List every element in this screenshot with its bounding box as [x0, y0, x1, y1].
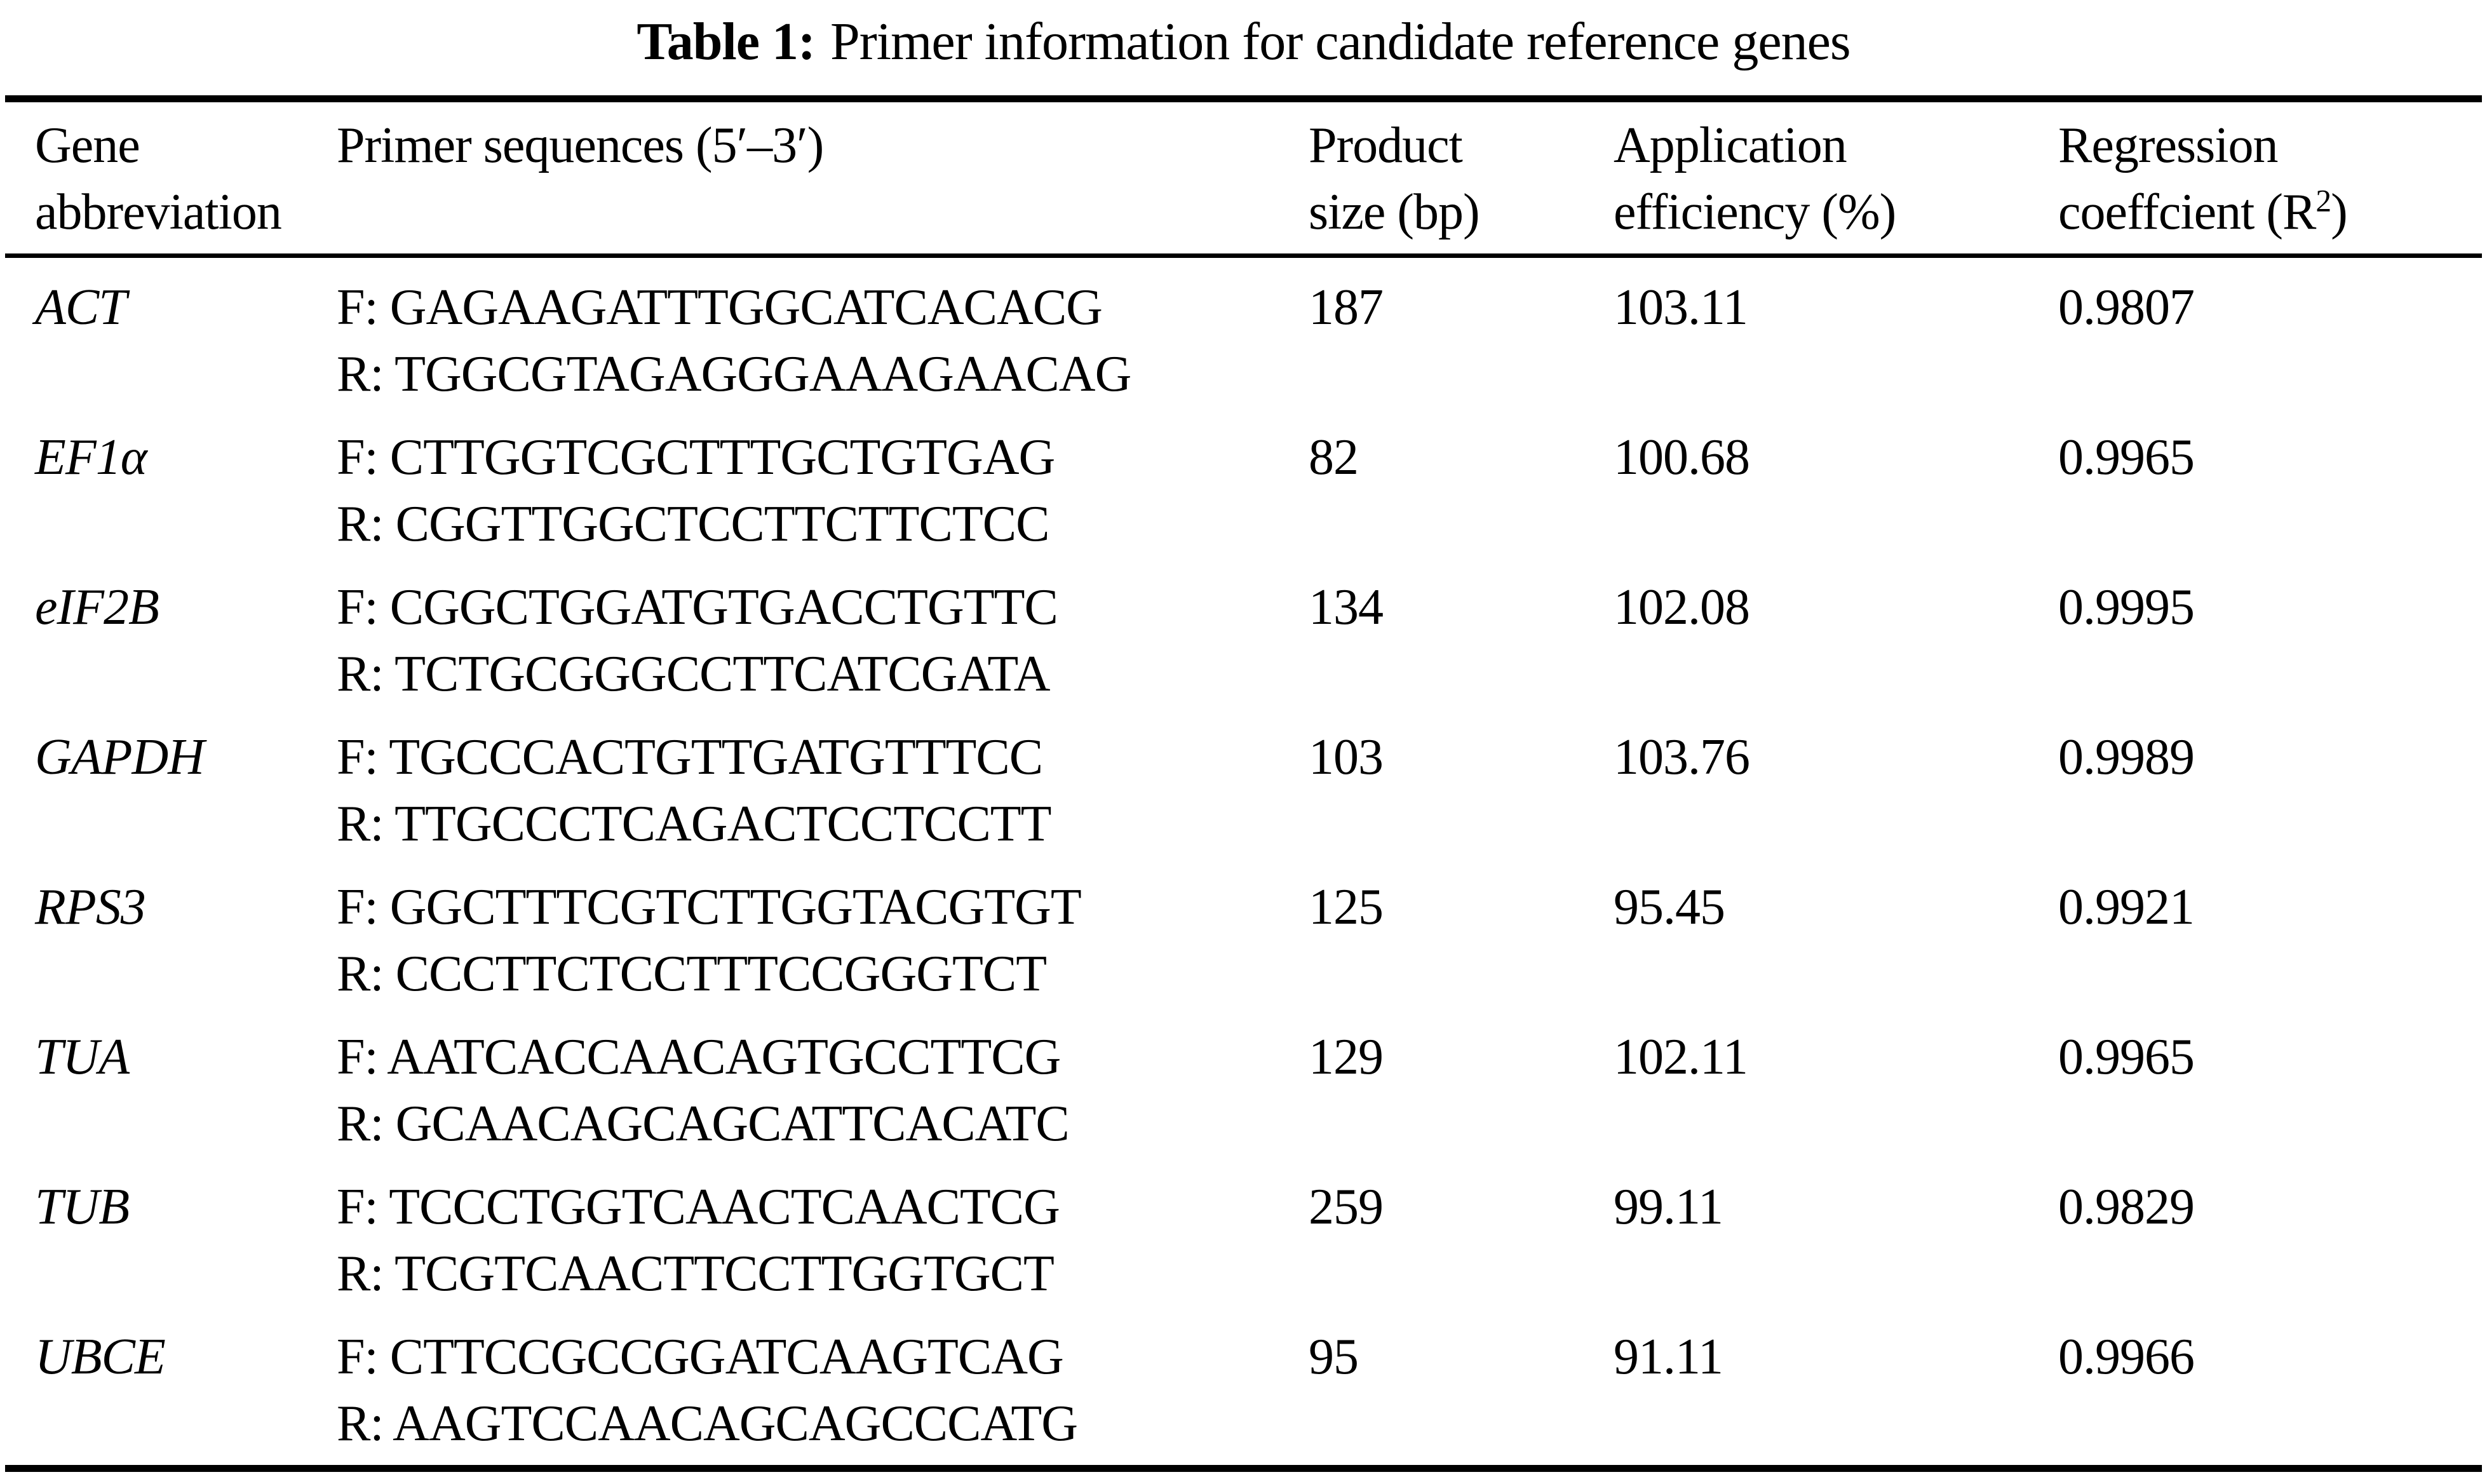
application-efficiency-cell: 102.11: [1614, 1029, 1748, 1085]
regression-coefficient-cell: 0.9995: [2058, 579, 2195, 635]
header-efficiency-line2: efficiency (%): [1614, 184, 1896, 240]
table-row: ACT F: GAGAAGATTTGGCATCACACG R: TGGCGTAG…: [0, 258, 2487, 408]
gene-abbreviation-cell: TUB: [35, 1179, 130, 1235]
header-gene-abbreviation: Gene abbreviation: [35, 112, 337, 246]
table-title-label: Table 1:: [637, 12, 816, 71]
regression-coefficient-cell: 0.9807: [2058, 280, 2195, 335]
header-efficiency-line1: Application: [1614, 118, 1847, 173]
header-product-line2: size (bp): [1309, 184, 1480, 240]
table-row: EF1α F: CTTGGTCGCTTTGCTGTGAG R: CGGTTGGC…: [0, 408, 2487, 558]
table-bottom-rule: [5, 1465, 2482, 1472]
forward-primer: F: TGCCCACTGTTGATGTTTCC: [337, 729, 1043, 785]
table-row: GAPDH F: TGCCCACTGTTGATGTTTCC R: TTGCCCT…: [0, 708, 2487, 858]
gene-abbreviation-cell: TUA: [35, 1029, 130, 1085]
regression-coefficient-cell: 0.9965: [2058, 1029, 2195, 1085]
reverse-primer: R: TGGCGTAGAGGGAAAGAACAG: [337, 346, 1131, 402]
application-efficiency-cell: 100.68: [1614, 429, 1750, 485]
primer-sequences-cell: F: CTTGGTCGCTTTGCTGTGAG R: CGGTTGGCTCCTT…: [337, 424, 1309, 558]
reverse-primer: R: CGGTTGGCTCCTTCTTCTCC: [337, 496, 1050, 552]
forward-primer: F: GGCTTTCGTCTTGGTACGTGT: [337, 879, 1082, 935]
forward-primer: F: CTTCCGCCGGATCAAGTCAG: [337, 1329, 1064, 1385]
gene-abbreviation-cell: UBCE: [35, 1329, 166, 1385]
table-row: TUB F: TCCCTGGTCAACTCAACTCG R: TCGTCAACT…: [0, 1157, 2487, 1307]
application-efficiency-cell: 91.11: [1614, 1329, 1723, 1385]
header-regression-coefficient: Regression coeffcient (R2): [2058, 112, 2477, 246]
table-row: RPS3 F: GGCTTTCGTCTTGGTACGTGT R: CCCTTCT…: [0, 858, 2487, 1008]
regression-coefficient-cell: 0.9989: [2058, 729, 2195, 785]
regression-coefficient-cell: 0.9965: [2058, 429, 2195, 485]
table-body: ACT F: GAGAAGATTTGGCATCACACG R: TGGCGTAG…: [0, 258, 2487, 1457]
primer-sequences-cell: F: AATCACCAACAGTGCCTTCG R: GCAACAGCAGCAT…: [337, 1024, 1309, 1157]
table-header-row: Gene abbreviation Primer sequences (5′–3…: [0, 102, 2487, 253]
reverse-primer: R: GCAACAGCAGCATTCACATC: [337, 1096, 1070, 1152]
table-row: UBCE F: CTTCCGCCGGATCAAGTCAG R: AAGTCCAA…: [0, 1307, 2487, 1457]
regression-coefficient-cell: 0.9829: [2058, 1179, 2195, 1235]
application-efficiency-cell: 102.08: [1614, 579, 1750, 635]
application-efficiency-cell: 103.11: [1614, 280, 1748, 335]
header-gene-line2: abbreviation: [35, 184, 282, 240]
forward-primer: F: CGGCTGGATGTGACCTGTTC: [337, 579, 1058, 635]
reverse-primer: R: TTGCCCTCAGACTCCTCCTT: [337, 796, 1052, 852]
header-regression-line1: Regression: [2058, 118, 2279, 173]
primer-sequences-cell: F: CGGCTGGATGTGACCTGTTC R: TCTGCGGGCCTTC…: [337, 574, 1309, 708]
gene-abbreviation-cell: EF1α: [35, 429, 147, 485]
table-row: eIF2B F: CGGCTGGATGTGACCTGTTC R: TCTGCGG…: [0, 558, 2487, 708]
table-title-text: Primer information for candidate referen…: [830, 12, 1851, 71]
product-size-cell: 134: [1309, 579, 1384, 635]
r-squared-superscript: 2: [2315, 183, 2331, 219]
table-top-rule: [5, 95, 2482, 102]
gene-abbreviation-cell: GAPDH: [35, 729, 205, 785]
header-gene-line1: Gene: [35, 118, 140, 173]
primer-sequences-cell: F: GAGAAGATTTGGCATCACACG R: TGGCGTAGAGGG…: [337, 274, 1309, 408]
header-divider-rule: [5, 253, 2482, 258]
forward-primer: F: AATCACCAACAGTGCCTTCG: [337, 1029, 1061, 1085]
gene-abbreviation-cell: eIF2B: [35, 579, 159, 635]
forward-primer: F: TCCCTGGTCAACTCAACTCG: [337, 1179, 1060, 1235]
product-size-cell: 259: [1309, 1179, 1384, 1235]
forward-primer: F: GAGAAGATTTGGCATCACACG: [337, 280, 1103, 335]
application-efficiency-cell: 103.76: [1614, 729, 1750, 785]
forward-primer: F: CTTGGTCGCTTTGCTGTGAG: [337, 429, 1055, 485]
product-size-cell: 103: [1309, 729, 1384, 785]
primer-sequences-cell: F: CTTCCGCCGGATCAAGTCAG R: AAGTCCAACAGCA…: [337, 1324, 1309, 1457]
gene-abbreviation-cell: RPS3: [35, 879, 146, 935]
application-efficiency-cell: 99.11: [1614, 1179, 1723, 1235]
gene-abbreviation-cell: ACT: [35, 280, 127, 335]
product-size-cell: 125: [1309, 879, 1384, 935]
reverse-primer: R: TCTGCGGGCCTTCATCGATA: [337, 646, 1051, 702]
primer-sequences-cell: F: GGCTTTCGTCTTGGTACGTGT R: CCCTTCTCCTTT…: [337, 874, 1309, 1008]
product-size-cell: 129: [1309, 1029, 1384, 1085]
table-title: Table 1: Primer information for candidate…: [0, 0, 2487, 74]
product-size-cell: 82: [1309, 429, 1359, 485]
primer-sequences-cell: F: TCCCTGGTCAACTCAACTCG R: TCGTCAACTTCCT…: [337, 1174, 1309, 1307]
reverse-primer: R: CCCTTCTCCTTTCCGGGTCT: [337, 946, 1047, 1002]
header-primer-line1: Primer sequences (5′–3′): [337, 118, 824, 173]
product-size-cell: 187: [1309, 280, 1384, 335]
header-product-size: Product size (bp): [1309, 112, 1614, 246]
reverse-primer: R: AAGTCCAACAGCAGCCCATG: [337, 1396, 1078, 1452]
product-size-cell: 95: [1309, 1329, 1359, 1385]
header-primer-sequences: Primer sequences (5′–3′): [337, 112, 1309, 246]
application-efficiency-cell: 95.45: [1614, 879, 1725, 935]
regression-coefficient-cell: 0.9966: [2058, 1329, 2195, 1385]
primer-sequences-cell: F: TGCCCACTGTTGATGTTTCC R: TTGCCCTCAGACT…: [337, 724, 1309, 858]
table-row: TUA F: AATCACCAACAGTGCCTTCG R: GCAACAGCA…: [0, 1008, 2487, 1157]
header-product-line1: Product: [1309, 118, 1463, 173]
regression-coefficient-cell: 0.9921: [2058, 879, 2195, 935]
header-regression-line2: coeffcient (R2): [2058, 183, 2348, 240]
reverse-primer: R: TCGTCAACTTCCTTGGTGCT: [337, 1246, 1055, 1302]
header-application-efficiency: Application efficiency (%): [1614, 112, 2058, 246]
